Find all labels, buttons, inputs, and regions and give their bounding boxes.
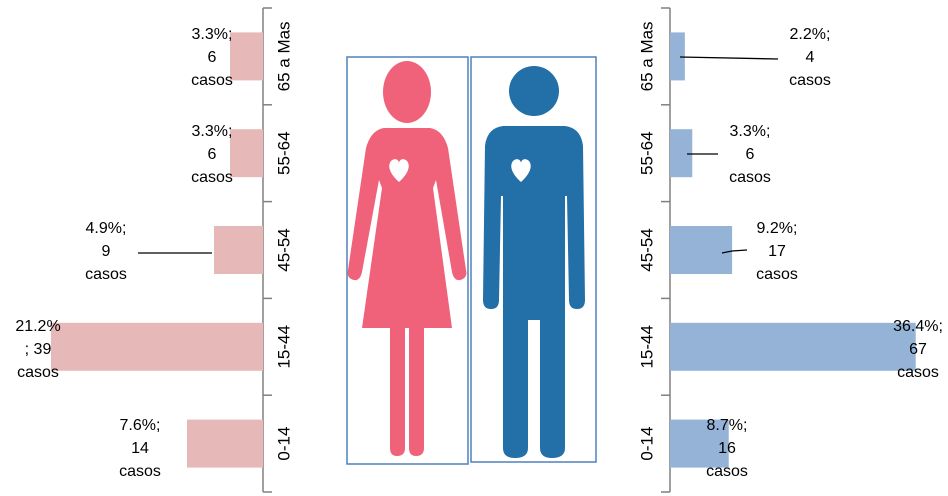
data-label: 21.2%: [15, 318, 60, 335]
data-label: 7.6%;: [120, 417, 161, 434]
data-label: casos: [85, 266, 127, 283]
heart-icon: [389, 159, 409, 182]
data-label: casos: [706, 463, 748, 480]
male-age-axis: 65 a Mas 55-64 45-54 15-44 0-14: [637, 7, 671, 493]
data-label: 3.3%;: [192, 26, 233, 43]
data-label: 3.3%;: [192, 123, 233, 140]
bar: [670, 419, 729, 468]
male-data-labels: 2.2%; 4 casos 3.3%; 6 casos 9.2%; 17 casos 36.4%;…: [679, 26, 943, 480]
bar: [670, 226, 733, 274]
data-label: 3.3%;: [730, 123, 771, 140]
bar: [214, 226, 263, 274]
data-label: 6: [208, 146, 217, 163]
bar: [187, 419, 263, 468]
bar: [670, 32, 685, 81]
tick-label: 65 a Mas: [637, 21, 656, 91]
data-label: casos: [897, 364, 939, 381]
data-label: 67: [909, 341, 927, 358]
data-label: 9: [102, 243, 111, 260]
tick-label: 0-14: [274, 427, 293, 461]
data-label: 4: [806, 49, 815, 66]
bar: [670, 322, 916, 371]
data-label: 4.9%;: [86, 220, 127, 237]
bar: [670, 129, 693, 178]
figures-panel: [346, 56, 597, 465]
data-label: casos: [789, 72, 831, 89]
tick-label: 45-54: [637, 228, 656, 271]
bar: [51, 322, 263, 371]
tick-label: 45-54: [274, 228, 293, 271]
tick-label: 15-44: [274, 325, 293, 368]
data-label: 17: [768, 243, 786, 260]
data-label: 6: [746, 146, 755, 163]
female-data-labels: 3.3%; 6 casos 3.3%; 6 casos 4.9%; 9 casos 21.2% ; …: [15, 26, 233, 480]
data-label: 6: [208, 49, 217, 66]
data-label: 16: [718, 440, 736, 457]
male-bars: [670, 32, 916, 468]
female-bars: [51, 32, 263, 468]
data-label: 9.2%;: [757, 220, 798, 237]
heart-icon: [511, 159, 531, 182]
leader-line: [679, 56, 779, 60]
data-label: 8.7%;: [707, 417, 748, 434]
female-figure-icon: [347, 61, 467, 456]
tick-label: 65 a Mas: [274, 21, 293, 91]
tick-label: 0-14: [637, 427, 656, 461]
tick-label: 55-64: [637, 131, 656, 174]
data-label: 14: [131, 440, 149, 457]
data-label: casos: [729, 169, 771, 186]
data-label: casos: [191, 169, 233, 186]
tick-label: 55-64: [274, 131, 293, 174]
leader-line: [721, 249, 748, 254]
data-label: 36.4%;: [893, 318, 943, 335]
data-label: casos: [119, 463, 161, 480]
bar: [230, 129, 263, 178]
female-age-axis: 65 a Mas 55-64 45-54 15-44 0-14: [262, 7, 293, 493]
data-label: ; 39: [25, 341, 52, 358]
data-label: casos: [756, 266, 798, 283]
male-figure-icon: [483, 66, 585, 458]
tick-label: 15-44: [637, 325, 656, 368]
data-label: casos: [191, 72, 233, 89]
data-label: casos: [17, 364, 59, 381]
bar: [230, 32, 263, 81]
data-label: 2.2%;: [790, 26, 831, 43]
